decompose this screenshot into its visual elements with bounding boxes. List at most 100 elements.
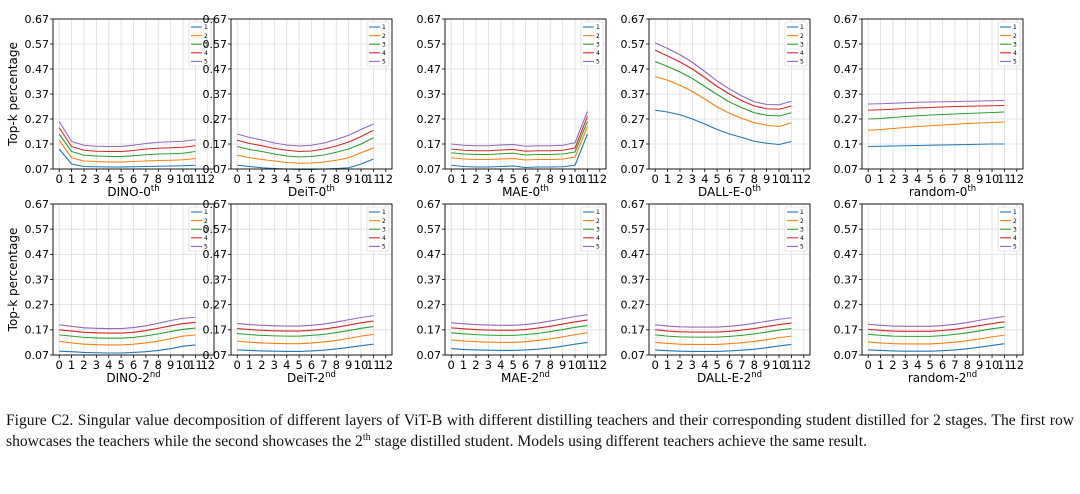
y-tick-label: 0.27 <box>834 113 859 126</box>
y-tick-label: 0.47 <box>25 248 50 261</box>
y-tick-label: 0.27 <box>203 113 228 126</box>
x-axis-label-text: DALL-E-2 <box>697 371 751 385</box>
x-tick-label: 3 <box>485 172 492 186</box>
y-tick-label: 0.27 <box>834 298 859 311</box>
legend-label: 1 <box>204 24 208 31</box>
legend-label: 5 <box>204 59 208 66</box>
series-line-4 <box>655 322 792 333</box>
y-tick-label: 0.67 <box>621 198 646 211</box>
y-tick-label: 0.67 <box>25 13 50 26</box>
series-line-2 <box>58 139 196 163</box>
x-tick-label: 6 <box>308 172 315 186</box>
y-tick-label: 0.27 <box>25 298 50 311</box>
y-tick-label: 0.47 <box>417 63 442 76</box>
series-line-2 <box>59 334 196 346</box>
x-axis-label-superscript: th <box>151 184 160 194</box>
x-tick-label: 11 <box>366 172 381 186</box>
y-tick-label: 0.47 <box>417 248 442 261</box>
series-line-1 <box>59 344 196 354</box>
series-line-3 <box>58 133 196 158</box>
series-line-1 <box>451 133 588 169</box>
series-line-5 <box>58 121 196 148</box>
series-line-3 <box>655 328 792 338</box>
x-axis-label-text: DeiT-2 <box>287 371 325 385</box>
legend-label: 1 <box>596 24 600 31</box>
y-axis-label: Top-k percentage <box>6 42 20 147</box>
y-tick-label: 0.37 <box>834 273 859 286</box>
x-axis-label-superscript: th <box>326 184 335 194</box>
x-tick-label: 2 <box>676 358 683 372</box>
y-tick-label: 0.57 <box>621 223 646 236</box>
x-tick-label: 3 <box>93 172 100 186</box>
series-line-3 <box>451 325 588 336</box>
x-tick-label: 9 <box>763 172 770 186</box>
x-tick-label: 7 <box>142 172 149 186</box>
legend-label: 2 <box>596 33 600 40</box>
series-line-1 <box>868 143 1005 148</box>
x-tick-label: 9 <box>976 358 983 372</box>
x-tick-label: 0 <box>234 172 241 186</box>
x-tick-label: 7 <box>951 172 958 186</box>
x-axis-label-text: MAE-0 <box>502 185 540 199</box>
legend-label: 2 <box>596 218 600 225</box>
caption-superscript: th <box>362 431 371 443</box>
legend-label: 1 <box>204 209 208 216</box>
y-tick-label: 0.17 <box>25 324 50 337</box>
chart-panel: 0.070.170.270.370.470.570.670 1 2 3 4 5 6 7 8 9 10… <box>834 13 1025 199</box>
caption-text-after: stage distilled student. Models using di… <box>370 433 867 450</box>
y-tick-label: 0.27 <box>25 113 50 126</box>
x-tick-label: 6 <box>130 172 137 186</box>
y-tick-label: 0.67 <box>203 13 228 26</box>
x-axis-label: DALL-E-0th <box>698 184 761 199</box>
x-tick-label: 12 <box>200 172 215 186</box>
x-tick-label: 0 <box>865 358 872 372</box>
legend-label: 4 <box>800 50 804 57</box>
x-axis-label: random-2nd <box>908 370 977 385</box>
x-axis-label: DeiT-2nd <box>287 370 336 385</box>
x-tick-label: 7 <box>738 172 745 186</box>
x-axis-label-text: random-0 <box>909 185 968 199</box>
x-tick-label: 2 <box>472 172 479 186</box>
x-tick-label: 8 <box>155 172 162 186</box>
x-tick-label: 1 <box>877 172 884 186</box>
x-tick-label: 11 <box>366 358 381 372</box>
series-line-1 <box>868 343 1005 352</box>
legend-label: 3 <box>596 226 600 233</box>
x-tick-label: 10 <box>568 172 583 186</box>
y-tick-label: 0.47 <box>621 63 646 76</box>
x-tick-label: 4 <box>701 358 708 372</box>
x-axis-label-superscript: nd <box>150 370 161 380</box>
x-tick-label: 12 <box>200 358 215 372</box>
y-tick-label: 0.17 <box>203 138 228 151</box>
x-tick-label: 9 <box>976 172 983 186</box>
y-tick-label: 0.47 <box>203 248 228 261</box>
y-tick-label: 0.67 <box>834 198 859 211</box>
y-tick-label: 0.37 <box>417 273 442 286</box>
legend-label: 4 <box>1013 50 1017 57</box>
y-tick-label: 0.27 <box>203 298 228 311</box>
x-tick-label: 1 <box>460 172 467 186</box>
legend-label: 1 <box>800 209 804 216</box>
legend-label: 4 <box>382 50 386 57</box>
x-tick-label: 1 <box>664 172 671 186</box>
y-tick-label: 0.27 <box>417 113 442 126</box>
x-tick-label: 8 <box>547 172 554 186</box>
legend-label: 5 <box>596 244 600 251</box>
x-tick-label: 10 <box>176 358 191 372</box>
y-tick-label: 0.57 <box>621 38 646 51</box>
x-tick-label: 4 <box>105 358 112 372</box>
chart-panel: 0.070.170.270.370.470.570.670 1 2 3 4 5 6 7 8 9 10… <box>203 198 394 385</box>
x-tick-label: 6 <box>726 172 733 186</box>
series-line-1 <box>237 158 374 171</box>
x-tick-label: 2 <box>80 358 87 372</box>
legend-label: 5 <box>382 244 386 251</box>
figure-panels: 0.070.170.270.370.470.570.670 1 2 3 4 5 6 7 8 9 10… <box>6 13 1025 385</box>
y-tick-label: 0.07 <box>417 163 442 176</box>
x-axis-label-superscript: th <box>752 184 761 194</box>
x-tick-label: 9 <box>763 358 770 372</box>
legend-label: 3 <box>382 41 386 48</box>
x-tick-label: 11 <box>784 172 799 186</box>
series-line-5 <box>451 111 588 147</box>
y-tick-label: 0.27 <box>621 113 646 126</box>
x-tick-label: 10 <box>354 172 369 186</box>
